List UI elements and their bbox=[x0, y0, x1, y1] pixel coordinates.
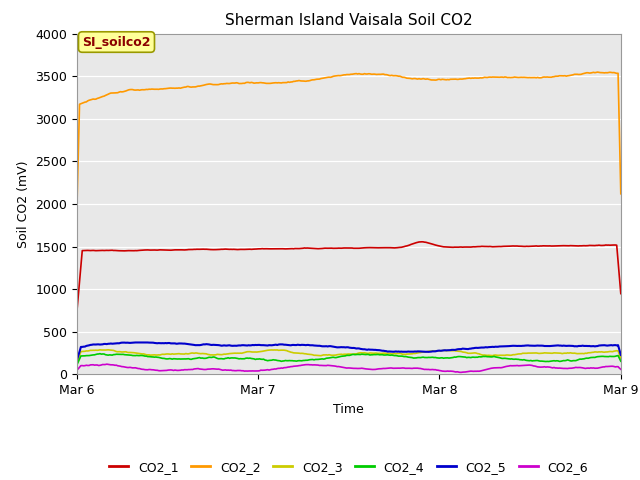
CO2_2 bbox=[594, 69, 602, 75]
CO2_2 bbox=[466, 75, 474, 81]
CO2_3 bbox=[290, 350, 298, 356]
CO2_5 bbox=[417, 348, 424, 354]
Line: CO2_6: CO2_6 bbox=[77, 364, 621, 372]
CO2_6 bbox=[468, 368, 476, 374]
CO2_3 bbox=[140, 351, 147, 357]
CO2_3 bbox=[252, 349, 259, 355]
CO2_1 bbox=[289, 246, 296, 252]
CO2_2 bbox=[250, 80, 258, 86]
CO2_5 bbox=[617, 352, 625, 358]
CO2_5 bbox=[73, 358, 81, 363]
Line: CO2_2: CO2_2 bbox=[77, 72, 621, 213]
CO2_4 bbox=[470, 354, 477, 360]
CO2_4 bbox=[140, 353, 147, 359]
CO2_6 bbox=[252, 368, 259, 374]
CO2_6 bbox=[73, 367, 81, 373]
CO2_6 bbox=[103, 361, 111, 367]
CO2_5 bbox=[470, 345, 477, 351]
CO2_3 bbox=[417, 349, 424, 355]
CO2_6 bbox=[471, 368, 479, 374]
CO2_1 bbox=[467, 244, 475, 250]
Line: CO2_3: CO2_3 bbox=[77, 350, 621, 363]
CO2_2 bbox=[289, 79, 296, 85]
Title: Sherman Island Vaisala Soil CO2: Sherman Island Vaisala Soil CO2 bbox=[225, 13, 472, 28]
CO2_3 bbox=[104, 347, 112, 353]
Line: CO2_1: CO2_1 bbox=[77, 242, 621, 312]
Y-axis label: Soil CO2 (mV): Soil CO2 (mV) bbox=[17, 160, 29, 248]
CO2_2 bbox=[73, 210, 81, 216]
CO2_6 bbox=[290, 363, 298, 369]
CO2_4 bbox=[96, 351, 104, 357]
CO2_4 bbox=[73, 362, 81, 368]
CO2_2 bbox=[617, 191, 625, 197]
CO2_5 bbox=[252, 342, 259, 348]
CO2_2 bbox=[468, 75, 476, 81]
CO2_1 bbox=[73, 310, 81, 315]
CO2_1 bbox=[415, 239, 423, 245]
Line: CO2_5: CO2_5 bbox=[77, 342, 621, 360]
CO2_4 bbox=[617, 359, 625, 364]
CO2_4 bbox=[417, 355, 424, 360]
Line: CO2_4: CO2_4 bbox=[77, 354, 621, 365]
CO2_5 bbox=[136, 339, 143, 345]
X-axis label: Time: Time bbox=[333, 403, 364, 416]
CO2_6 bbox=[617, 366, 625, 372]
CO2_2 bbox=[415, 76, 423, 82]
CO2_1 bbox=[418, 239, 426, 245]
CO2_4 bbox=[290, 358, 298, 364]
CO2_3 bbox=[73, 360, 81, 366]
Text: SI_soilco2: SI_soilco2 bbox=[82, 36, 151, 48]
CO2_6 bbox=[456, 370, 464, 375]
CO2_4 bbox=[467, 355, 475, 360]
CO2_1 bbox=[470, 244, 477, 250]
CO2_4 bbox=[252, 357, 259, 362]
CO2_3 bbox=[617, 355, 625, 361]
CO2_1 bbox=[617, 291, 625, 297]
CO2_5 bbox=[140, 339, 147, 345]
CO2_3 bbox=[467, 350, 475, 356]
CO2_1 bbox=[138, 247, 146, 253]
CO2_2 bbox=[138, 87, 146, 93]
CO2_6 bbox=[417, 366, 424, 372]
CO2_1 bbox=[250, 246, 258, 252]
CO2_3 bbox=[470, 350, 477, 356]
CO2_6 bbox=[140, 367, 147, 372]
Legend: CO2_1, CO2_2, CO2_3, CO2_4, CO2_5, CO2_6: CO2_1, CO2_2, CO2_3, CO2_4, CO2_5, CO2_6 bbox=[104, 456, 593, 479]
CO2_5 bbox=[290, 342, 298, 348]
CO2_5 bbox=[467, 346, 475, 351]
